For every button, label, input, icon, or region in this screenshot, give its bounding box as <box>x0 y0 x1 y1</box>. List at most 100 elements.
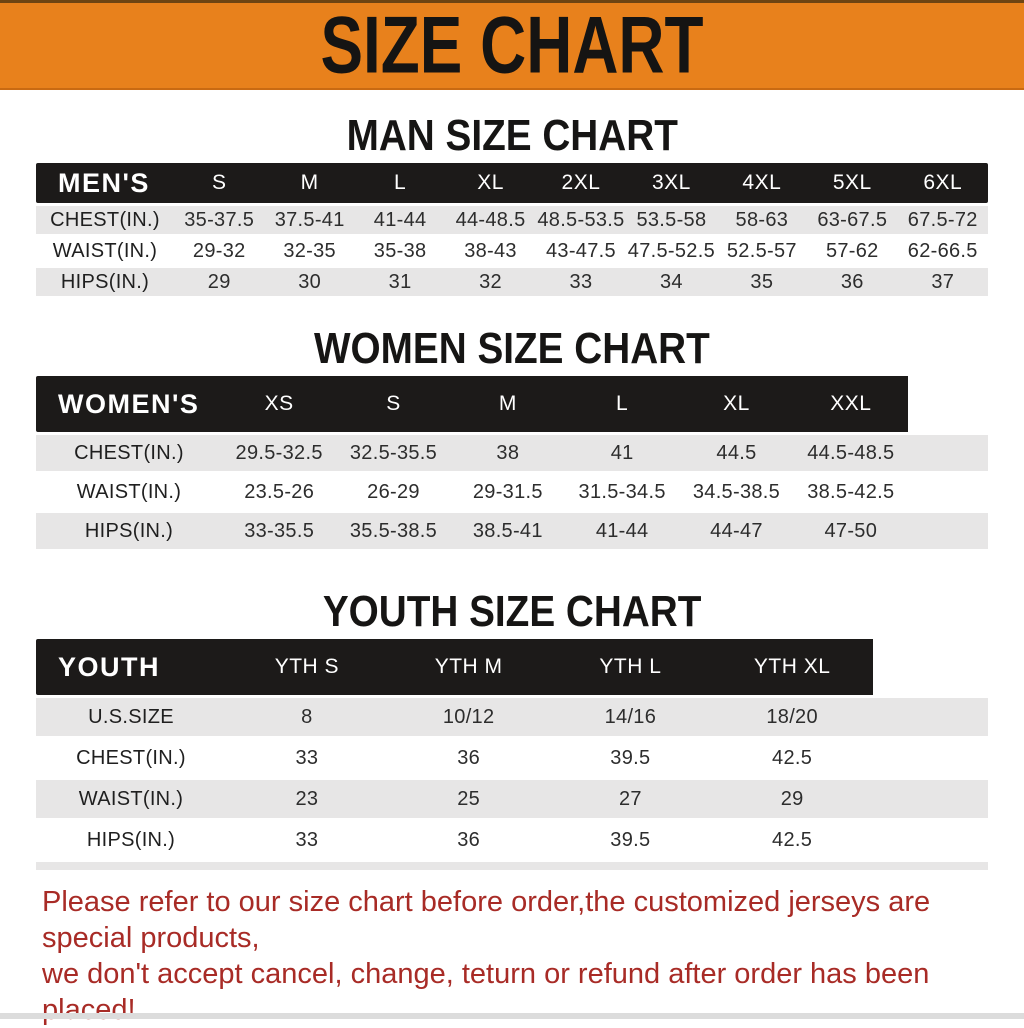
measurement-label: HIPS(IN.) <box>84 519 174 542</box>
measurement-value: 48.5-53.5 <box>537 208 625 231</box>
disclaimer-line-1: Please refer to our size chart before or… <box>42 886 931 954</box>
youth-table-bottom-strip <box>36 862 988 870</box>
measurement-label: U.S.SIZE <box>88 705 174 728</box>
women-section-heading: WOMEN SIZE CHART <box>0 325 1024 373</box>
measurement-label: HIPS(IN.) <box>60 270 150 293</box>
measurement-value: 36 <box>457 828 481 851</box>
measurement-value: 18/20 <box>766 705 818 728</box>
measurement-value: 44-47 <box>710 519 763 542</box>
spacer-cell <box>873 739 988 777</box>
measurement-value: 35-38 <box>373 239 427 262</box>
measurement-value: 35 <box>750 270 774 293</box>
measurement-value: 44.5-48.5 <box>807 441 895 464</box>
size-column-header: L <box>564 376 680 432</box>
size-column-header: XXL <box>793 376 908 432</box>
size-column-header: 2XL <box>535 163 627 203</box>
measurement-value: 32 <box>479 270 502 293</box>
measurement-value: 42.5 <box>772 828 813 851</box>
measurement-value: 23.5-26 <box>244 480 315 503</box>
size-column-header: 4XL <box>716 163 808 203</box>
spacer-cell <box>873 780 988 818</box>
measurement-label: WAIST(IN.) <box>52 239 158 262</box>
measurement-value: 57-62 <box>825 239 879 262</box>
measurement-value: 35-37.5 <box>184 208 255 231</box>
size-column-header: M <box>450 376 565 432</box>
measurement-value: 33-35.5 <box>244 519 315 542</box>
table-group-label: WOMEN'S <box>36 376 222 432</box>
men-size-table: MEN'S S M L XL 2XL 3XL 4XL 5XL 6XL CHEST(IN.) 35-37… <box>36 160 988 299</box>
size-column-header: XL <box>445 163 536 203</box>
measurement-value: 33 <box>295 828 319 851</box>
measurement-value: 44.5 <box>716 441 757 464</box>
man-section-heading: MAN SIZE CHART <box>0 112 1024 160</box>
measurement-label: WAIST(IN.) <box>76 480 182 503</box>
measurement-value: 41-44 <box>373 208 427 231</box>
measurement-value: 8 <box>301 705 313 728</box>
measurement-value: 30 <box>298 270 322 293</box>
measurement-value: 37.5-41 <box>274 208 345 231</box>
spacer-cell <box>908 513 988 549</box>
size-header-row: WOMEN'S XS S M L XL XXL <box>36 376 988 432</box>
measurement-row: WAIST(IN.) 29-32 32-35 35-38 38-43 43-47.5 47.… <box>36 237 988 265</box>
spacer-cell <box>873 639 988 695</box>
measurement-value: 31 <box>388 270 412 293</box>
size-column-header: 5XL <box>807 163 898 203</box>
measurement-value: 52.5-57 <box>726 239 797 262</box>
measurement-value: 38-43 <box>464 239 517 262</box>
measurement-row: CHEST(IN.) 33 36 39.5 42.5 <box>36 739 988 777</box>
size-column-header: YTH L <box>549 639 712 695</box>
size-column-header: YTH XL <box>711 639 873 695</box>
spacer-cell <box>908 376 988 432</box>
measurement-value: 34 <box>659 270 683 293</box>
size-column-header: XL <box>679 376 794 432</box>
disclaimer-line-2: we don't accept cancel, change, teturn o… <box>42 958 930 1026</box>
measurement-value: 29-31.5 <box>472 480 543 503</box>
table-group-label: MEN'S <box>36 163 174 203</box>
measurement-value: 27 <box>618 787 642 810</box>
size-column-header: XS <box>222 376 337 432</box>
measurement-value: 67.5-72 <box>907 208 978 231</box>
measurement-value: 34.5-38.5 <box>692 480 781 503</box>
measurement-value: 33 <box>569 270 593 293</box>
size-header-row: YOUTH YTH S YTH M YTH L YTH XL <box>36 639 988 695</box>
measurement-row: HIPS(IN.) 33 36 39.5 42.5 <box>36 821 988 859</box>
page-bottom-strip <box>0 1013 1024 1019</box>
measurement-value: 47.5-52.5 <box>627 239 716 262</box>
man-section-heading-text: MAN SIZE CHART <box>346 111 678 160</box>
measurement-value: 41-44 <box>595 519 649 542</box>
size-column-header: M <box>264 163 355 203</box>
measurement-value: 35.5-38.5 <box>349 519 438 542</box>
size-column-header: L <box>354 163 446 203</box>
measurement-value: 10/12 <box>442 705 495 728</box>
measurement-row: CHEST(IN.) 35-37.5 37.5-41 41-44 44-48.5 48.5… <box>36 206 988 234</box>
measurement-value: 36 <box>840 270 864 293</box>
women-section-heading-text: WOMEN SIZE CHART <box>314 324 710 373</box>
size-column-header: YTH S <box>226 639 388 695</box>
youth-section-heading: YOUTH SIZE CHART <box>0 588 1024 636</box>
women-size-table: WOMEN'S XS S M L XL XXL CHEST(IN.) 29.5-32.5 32.5… <box>36 373 988 552</box>
disclaimer-note: Please refer to our size chart before or… <box>0 884 1024 1028</box>
measurement-value: 39.5 <box>610 828 651 851</box>
measurement-label: WAIST(IN.) <box>78 787 184 810</box>
measurement-value: 32-35 <box>283 239 336 262</box>
measurement-value: 58-63 <box>735 208 789 231</box>
size-header-row: MEN'S S M L XL 2XL 3XL 4XL 5XL 6XL <box>36 163 988 203</box>
measurement-label: CHEST(IN.) <box>50 208 160 231</box>
measurement-row: U.S.SIZE 8 10/12 14/16 18/20 <box>36 698 988 736</box>
page-title: SIZE CHART <box>320 0 704 91</box>
measurement-row: HIPS(IN.) 33-35.5 35.5-38.5 38.5-41 41-44 44-… <box>36 513 988 549</box>
table-group-label: YOUTH <box>36 639 226 695</box>
measurement-value: 63-67.5 <box>817 208 888 231</box>
measurement-value: 32.5-35.5 <box>349 441 438 464</box>
youth-section-heading-text: YOUTH SIZE CHART <box>322 587 702 636</box>
size-column-header: YTH M <box>387 639 550 695</box>
measurement-value: 62-66.5 <box>907 239 978 262</box>
measurement-value: 29 <box>780 787 804 810</box>
measurement-value: 29.5-32.5 <box>235 441 323 464</box>
size-column-header: S <box>174 163 265 203</box>
measurement-value: 53.5-58 <box>636 208 707 231</box>
measurement-value: 36 <box>457 746 481 769</box>
measurement-value: 31.5-34.5 <box>578 480 666 503</box>
spacer-cell <box>908 435 988 471</box>
spacer-cell <box>873 698 988 736</box>
